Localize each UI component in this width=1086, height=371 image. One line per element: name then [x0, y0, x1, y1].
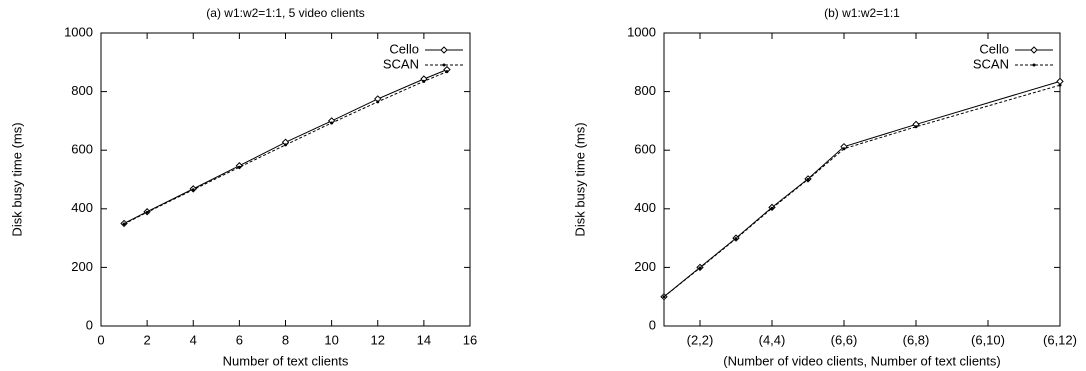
y-tick-label: 400: [71, 200, 93, 215]
y-axis-label: Disk busy time (ms): [9, 122, 24, 236]
y-tick-label: 400: [634, 200, 656, 215]
legend-label: Cello: [389, 41, 419, 56]
x-tick-label: 4: [190, 332, 197, 347]
y-tick-label: 600: [71, 142, 93, 157]
y-tick-label: 800: [71, 83, 93, 98]
point: [698, 266, 702, 270]
x-tick-label: 14: [417, 332, 431, 347]
point: [914, 125, 918, 129]
y-tick-label: 1000: [627, 24, 656, 39]
x-axis-label: (Number of video clients, Number of text…: [723, 353, 1000, 368]
legend-marker: [1030, 46, 1038, 54]
y-tick-label: 200: [634, 259, 656, 274]
y-tick-label: 200: [71, 259, 93, 274]
point: [145, 210, 149, 214]
legend-marker: [440, 46, 448, 54]
point: [376, 100, 380, 104]
x-tick-label: 16: [463, 332, 477, 347]
legend-label: SCAN: [383, 56, 419, 71]
point: [330, 121, 334, 125]
series-line: [663, 84, 1061, 298]
point: [842, 147, 846, 151]
x-tick-label: (6,6): [831, 332, 858, 347]
legend-label: SCAN: [973, 56, 1009, 71]
chart-title: (b) w1:w2=1:1: [824, 6, 900, 20]
y-tick-label: 0: [649, 317, 656, 332]
x-tick-label: 12: [371, 332, 385, 347]
point: [191, 188, 195, 192]
point: [806, 178, 810, 181]
point: [734, 237, 738, 241]
y-tick-label: 800: [634, 83, 656, 98]
legend-label: Cello: [979, 41, 1009, 56]
legend-marker: [1032, 63, 1036, 67]
y-tick-label: 1000: [64, 24, 93, 39]
point: [445, 70, 449, 74]
x-tick-label: (4,4): [759, 332, 786, 347]
x-tick-label: (6,10): [971, 332, 1005, 347]
x-axis-label: Number of text clients: [223, 353, 349, 368]
y-axis-label: Disk busy time (ms): [572, 122, 587, 236]
x-tick-label: 6: [236, 332, 243, 347]
x-tick-label: (6,8): [903, 332, 930, 347]
plot-frame: [100, 32, 471, 327]
point: [1056, 77, 1064, 86]
point: [284, 143, 287, 147]
x-tick-label: (6,12): [1043, 332, 1077, 347]
y-tick-label: 600: [634, 142, 656, 157]
point: [662, 295, 666, 299]
legend-marker: [442, 63, 446, 67]
y-tick-label: 0: [86, 317, 93, 332]
point: [122, 222, 126, 226]
x-tick-label: 8: [282, 332, 289, 347]
series-line: [663, 80, 1061, 298]
plot-frame: [663, 32, 1061, 327]
x-tick-label: 10: [324, 332, 338, 347]
x-tick-label: (2,2): [687, 332, 714, 347]
x-tick-label: 2: [144, 332, 151, 347]
series-line: [123, 71, 448, 225]
series-line: [123, 69, 448, 224]
x-tick-label: 0: [97, 332, 104, 347]
chart-title: (a) w1:w2=1:1, 5 video clients: [206, 6, 364, 20]
point: [770, 206, 774, 210]
point: [1058, 83, 1062, 87]
point: [422, 79, 426, 83]
point: [237, 165, 241, 169]
